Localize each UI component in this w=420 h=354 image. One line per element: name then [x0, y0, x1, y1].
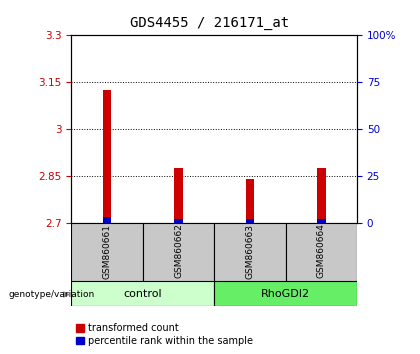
Bar: [174, 219, 183, 223]
Text: genotype/variation: genotype/variation: [8, 290, 95, 299]
Bar: [214, 223, 286, 281]
Text: GSM860661: GSM860661: [102, 224, 112, 279]
Text: control: control: [123, 289, 162, 299]
Bar: [103, 217, 111, 223]
Bar: [317, 168, 326, 223]
Text: GDS4455 / 216171_at: GDS4455 / 216171_at: [131, 16, 289, 30]
Bar: [143, 223, 214, 281]
Bar: [103, 90, 111, 223]
Bar: [174, 168, 183, 223]
Text: RhoGDI2: RhoGDI2: [261, 289, 310, 299]
Bar: [246, 219, 254, 223]
Bar: [246, 179, 254, 223]
Bar: [214, 281, 357, 306]
Legend: transformed count, percentile rank within the sample: transformed count, percentile rank withi…: [76, 324, 253, 346]
Bar: [286, 223, 357, 281]
Text: GSM860664: GSM860664: [317, 224, 326, 279]
Bar: [71, 223, 143, 281]
Text: GSM860663: GSM860663: [245, 224, 255, 279]
Bar: [71, 281, 214, 306]
Text: GSM860662: GSM860662: [174, 224, 183, 279]
Bar: [317, 219, 326, 223]
